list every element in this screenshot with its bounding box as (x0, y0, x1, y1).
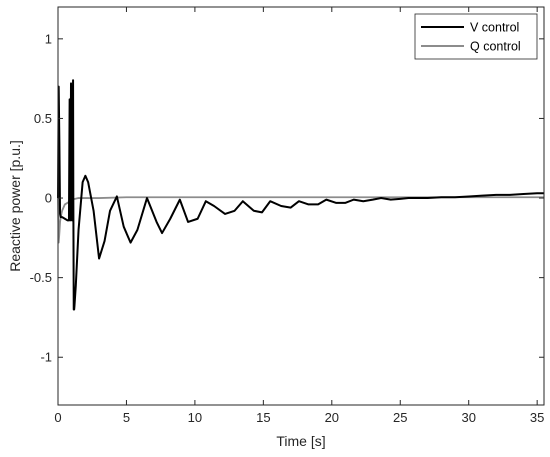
x-tick-label: 20 (325, 410, 339, 425)
legend-label-v-control: V control (470, 21, 519, 35)
y-tick-label: -1 (40, 350, 52, 365)
x-tick-label: 5 (123, 410, 130, 425)
x-tick-label: 0 (54, 410, 61, 425)
y-tick-label: 0 (45, 191, 52, 206)
x-tick-label: 25 (393, 410, 407, 425)
series-layer (57, 79, 544, 311)
x-axis-label: Time [s] (276, 433, 325, 449)
x-tick-label: 15 (256, 410, 270, 425)
legend-label-q-control: Q control (470, 40, 521, 54)
y-tick-label: 1 (45, 31, 52, 46)
y-axis-label: Reactive power [p.u.] (7, 140, 23, 272)
plot-frame (57, 6, 545, 406)
y-tick-label: -0.5 (30, 270, 52, 285)
ticks-layer: 0 5 10 15 20 25 30 35 -1 -0.5 0 0.5 1 (30, 7, 544, 425)
y-tick-label: 0.5 (34, 111, 52, 126)
x-tick-label: 10 (188, 410, 202, 425)
x-tick-label: 30 (461, 410, 475, 425)
legend: V control Q control (414, 13, 538, 60)
legend-box (414, 13, 538, 60)
plot-area (58, 7, 544, 405)
series-line-v-control (57, 79, 544, 311)
x-tick-label: 35 (530, 410, 544, 425)
